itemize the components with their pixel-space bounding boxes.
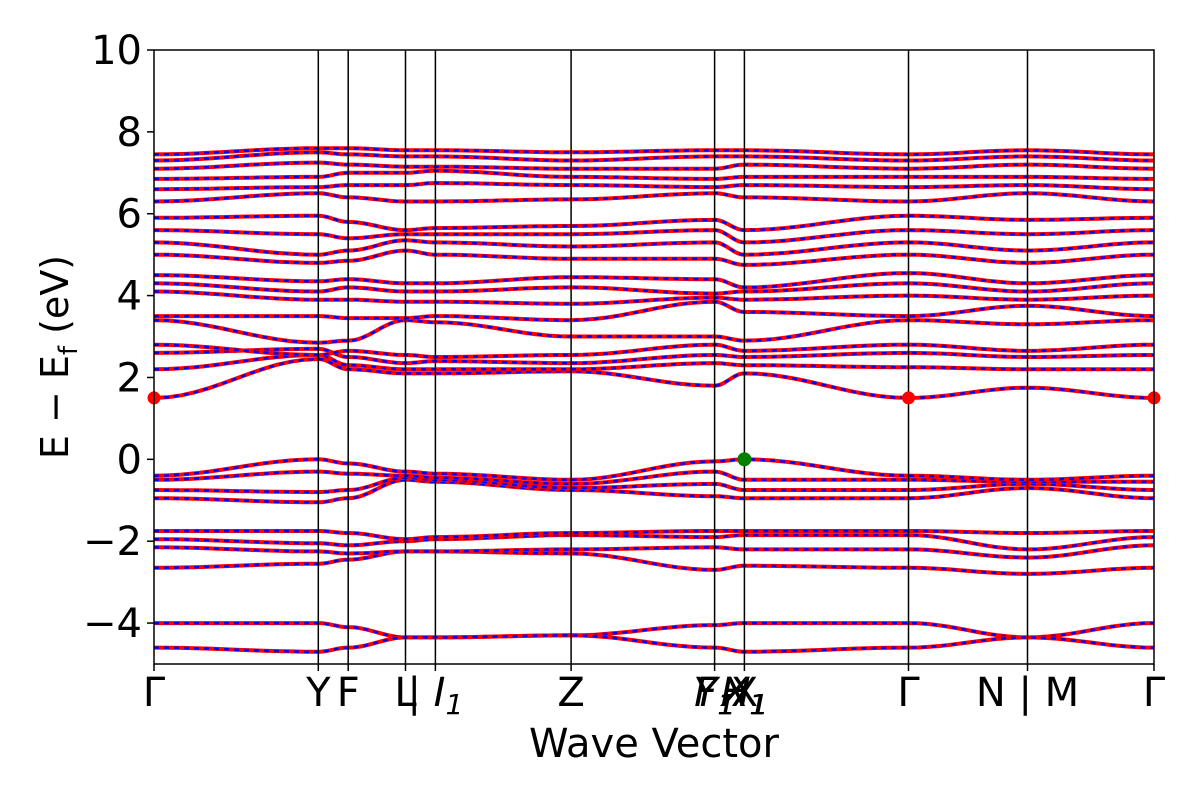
band-18-spin-down [154,282,1154,295]
band-20-spin-down [154,249,1154,267]
band-29-spin-down [154,146,1154,156]
band-19 [154,271,1154,290]
band-8-spin-down [154,476,1154,494]
band-25 [154,180,1154,192]
band-16-spin-up [154,299,1154,323]
y-tick-label: 4 [117,274,142,320]
band-25-spin-down [154,181,1154,191]
band-28 [154,150,1154,163]
y-tick-label: 8 [117,110,142,156]
band-5-spin-down [154,533,1154,551]
y-tick-label: 0 [117,437,142,483]
band-1-spin-down [154,621,1154,639]
kpoint-lines [317,50,1029,664]
band-21-spin-up [154,238,1154,257]
x-tick-label: Y1 [693,670,735,721]
band-26 [154,168,1154,181]
band-3-spin-down [154,550,1154,576]
y-tick-label: −4 [83,601,142,647]
band-4-spin-down [154,544,1154,559]
y-tick-label: −2 [83,519,142,565]
x-tick-label: Γ [897,670,920,716]
x-tick-label: Z [557,670,584,716]
bands-layer [154,146,1154,654]
x-tick-label: Γ [143,670,166,716]
band-17-spin-down [154,290,1154,306]
y-tick-label: 2 [117,355,142,401]
band-2-spin-down [154,634,1154,653]
x-tick-label: | I1 [407,670,463,721]
y-axis-label-unit: (eV) [33,255,77,346]
band-2 [154,633,1154,654]
band-27-spin-down [154,161,1154,170]
band-22-spin-down [154,228,1154,244]
x-tick-label: X1 [720,670,767,721]
x-tick-label: N | M [976,670,1079,716]
band-15-spin-up [154,318,1154,345]
y-axis-label-main: E − E [33,355,77,459]
y-axis-label: E − Ef (eV) [33,255,84,459]
band-24 [154,191,1154,204]
y-tick-label: 10 [91,28,142,74]
band-23-spin-down [154,214,1154,232]
cbm-marker-2 [902,391,915,405]
x-tick-label: F [337,670,360,716]
band-15 [154,318,1154,345]
band-9-spin-down [154,470,1154,486]
band-14-spin-down [154,343,1154,359]
band-16 [154,299,1154,323]
x-tick-label: Γ [1143,670,1166,716]
vbm-marker-1 [737,452,752,467]
y-tick-label: 6 [117,192,142,238]
band-18 [154,281,1154,296]
band-22 [154,228,1154,245]
y-axis-ticks: −4 −2 0 2 4 6 8 10 [83,28,154,647]
band-19-spin-down [154,271,1154,289]
band-16-spin-down [154,300,1154,322]
band-edge-markers [147,391,1161,467]
band-23 [154,213,1154,233]
plot-frame [153,49,1155,665]
x-axis-label: Wave Vector [529,721,780,767]
x-tick-label: X [731,670,758,716]
x-tick-label: H1 [720,670,768,721]
x-tick-label: L [394,670,417,716]
band-6-spin-down [154,529,1154,541]
y-axis-label-sub: f [54,345,84,355]
band-1 [154,621,1154,640]
band-27 [154,160,1154,171]
x-tick-label: Y [305,670,331,716]
band-28-spin-down [154,151,1154,162]
x-tick-label: F1 [694,670,735,721]
band-24-spin-down [154,192,1154,203]
band-26-spin-down [154,169,1154,181]
band-21 [154,238,1154,257]
